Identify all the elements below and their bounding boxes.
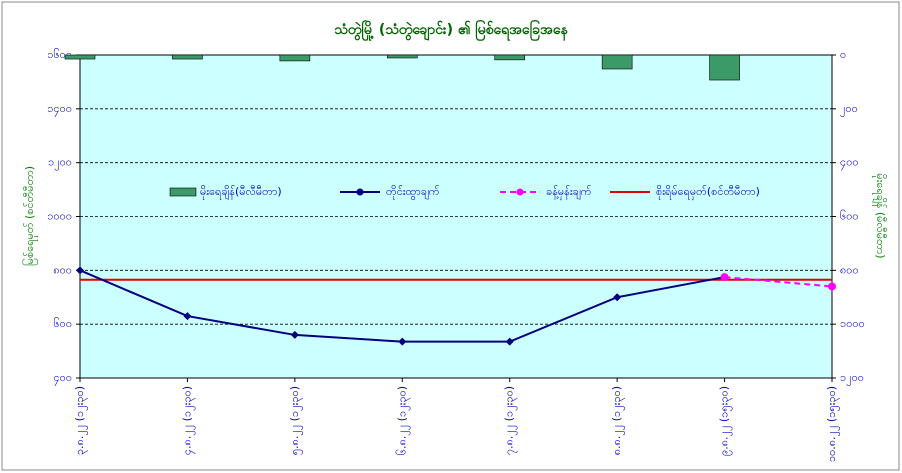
x-tick-label: ၄.၈.၂၂ (၁၂း၃၀) [180, 386, 195, 455]
x-tick-label: ၆.၈.၂၂ (၁၂း၃၀) [395, 386, 410, 455]
y2-tick-label: ၈၀၀ [840, 263, 859, 276]
y-tick-label: ၁၀၀၀ [47, 210, 72, 223]
legend-label: ခန့်မှန်းချက် [546, 185, 592, 200]
x-tick-label: ၈.၈.၂၂ (၁၂း၃၀) [610, 386, 625, 455]
x-tick-label: ၇.၈.၂၂ (၁၂း၃၀) [503, 386, 518, 455]
y-tick-label: ၁၄၀၀ [47, 102, 72, 117]
point [505, 337, 514, 346]
y-tick-label: ၄၀၀ [53, 371, 72, 386]
bar [709, 54, 740, 81]
point [613, 293, 622, 302]
point [828, 282, 836, 291]
x-tick-label: ၁၀.၈.၂၂ (၁၅း၃၀) [825, 386, 840, 462]
legend-label: မိုးရေချိန်(မီလီမီတာ) [200, 185, 282, 200]
y-tick-label: ၈၀၀ [53, 263, 72, 276]
y2-tick-label: ၁၂၀၀ [840, 371, 864, 386]
legend-marker [356, 188, 364, 196]
y2-tick-label: ၂၀၀ [840, 102, 858, 117]
y-tick-label: ၁၂၀၀ [48, 156, 72, 171]
x-tick-label: ၉.၈.၂၂ (၁၅း၃၀) [718, 386, 733, 456]
legend-label: တိုင်းထွာချက် [386, 185, 440, 200]
line [724, 276, 833, 288]
y2-tick-label: ၁၀၀၀ [840, 317, 865, 330]
y2-axis-title: မိုးရေချိန် (မီလီမီတာ) [872, 173, 887, 258]
point [290, 330, 299, 339]
y2-tick-label: ၄၀၀ [840, 156, 859, 171]
y2-tick-label: ၆၀၀ [840, 210, 859, 223]
x-tick-label: ၃.၈.၂၂ (၁၂း၃၀) [73, 386, 88, 455]
bar [494, 54, 526, 61]
chart-title: သံတွဲမြို့ (သံတွဲချောင်း) ၏ မြစ်ရေအခြေအန… [334, 20, 568, 41]
legend-swatch [169, 187, 197, 197]
x-tick-label: ၅.၈.၂၂ (၁၂း၃၀) [288, 386, 303, 455]
bar [172, 54, 203, 60]
bar [601, 54, 633, 70]
bar [386, 54, 418, 59]
point [76, 266, 84, 275]
y-axis-title: မြစ်ရေမှတ် (စင်တီမီတာ) [22, 166, 38, 266]
legend-label: စိုးရိမ်ရေမှတ်(စင်တီမီတာ) [656, 185, 760, 200]
bar [279, 54, 311, 62]
legend-marker [516, 188, 524, 196]
bar [64, 54, 96, 60]
y2-tick-label: ၀ [840, 48, 846, 61]
y-tick-label: ၆၀၀ [53, 317, 72, 330]
point [183, 312, 192, 321]
point [720, 273, 729, 282]
point [398, 337, 407, 346]
